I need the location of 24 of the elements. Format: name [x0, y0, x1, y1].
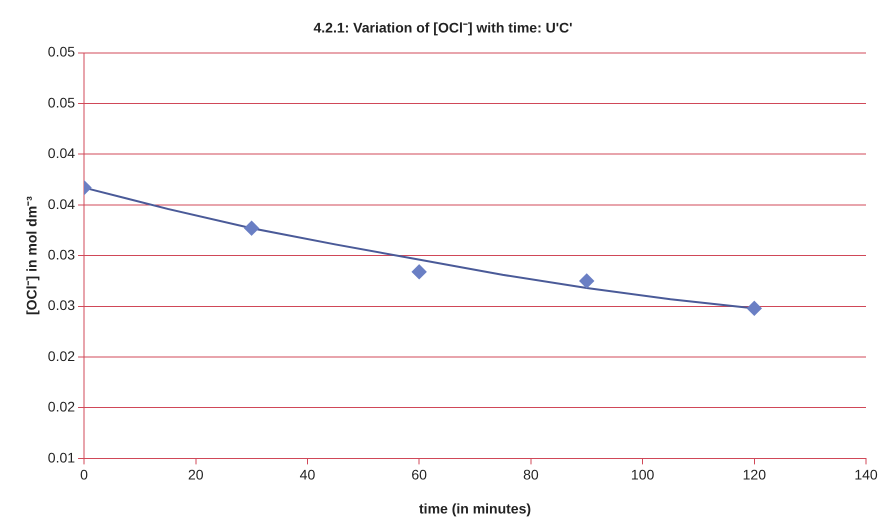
- y-tick-label: 0.02: [48, 348, 76, 364]
- x-tick-label: 120: [742, 466, 766, 483]
- x-tick-label: 140: [854, 466, 878, 483]
- point: [412, 264, 427, 280]
- y-tick-label: 0.04: [48, 196, 76, 212]
- x-tick-label: 0: [80, 466, 88, 483]
- x-tick-label: 40: [300, 466, 316, 483]
- x-axis-title: time (in minutes): [419, 500, 532, 516]
- y-tick-label: 0.05: [48, 44, 76, 60]
- chart-title: 4.2.1: Variation of [OCl⁻] with time: U'C': [313, 19, 573, 36]
- point: [244, 220, 260, 236]
- y-tick-label: 0.01: [48, 449, 76, 466]
- point: [579, 273, 594, 288]
- y-tick-label: 0.02: [48, 398, 76, 415]
- y-tick-label: 0.04: [48, 145, 76, 162]
- y-tick-label: 0.05: [48, 94, 76, 110]
- x-tick-label: 20: [188, 466, 204, 483]
- point: [746, 300, 762, 316]
- x-tick-label: 100: [630, 466, 654, 483]
- y-tick-label: 0.03: [48, 246, 76, 262]
- y-tick-label: 0.03: [48, 297, 76, 314]
- x-tick-label: 60: [411, 466, 428, 483]
- x-tick-label: 80: [523, 466, 539, 483]
- y-axis-title: [OCl⁻] in mol dm⁻³: [23, 196, 40, 316]
